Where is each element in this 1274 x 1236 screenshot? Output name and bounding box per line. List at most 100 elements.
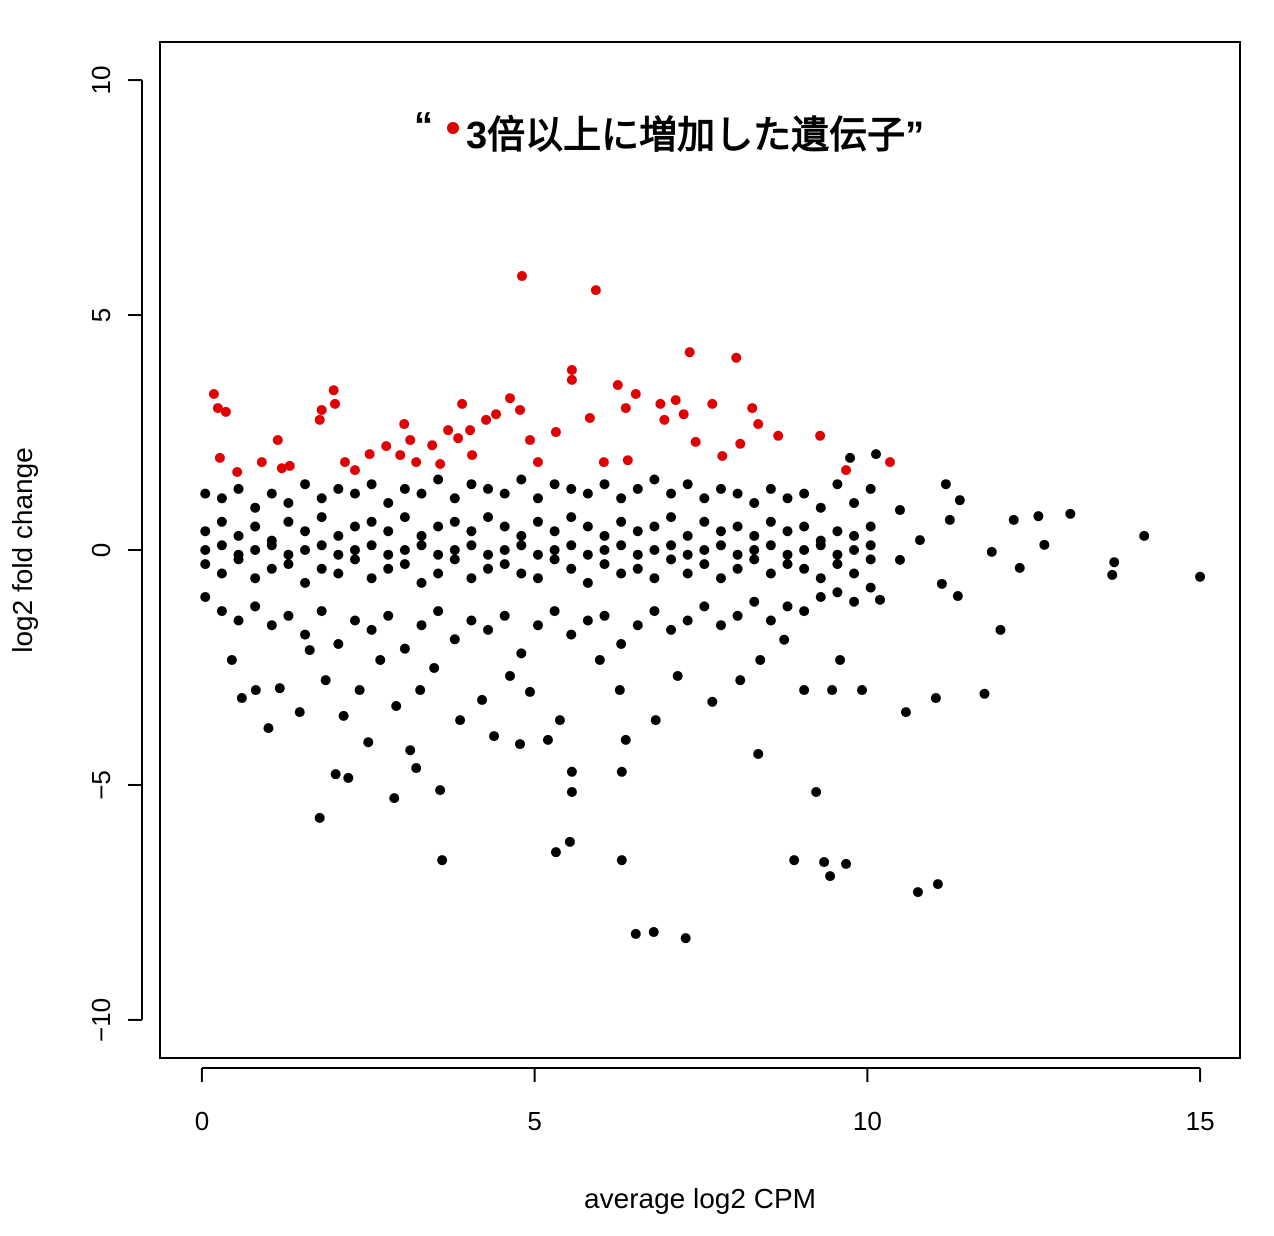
data-point [832, 526, 843, 537]
data-point [200, 488, 211, 499]
data-point [632, 563, 643, 574]
data-point [349, 545, 360, 555]
data-point [549, 526, 560, 537]
data-point [499, 488, 510, 499]
data-point [815, 430, 826, 441]
data-point [333, 638, 344, 649]
x-tick-label: 5 [527, 1106, 541, 1136]
x-tick-label: 10 [853, 1106, 882, 1136]
data-point [582, 549, 593, 560]
data-point [666, 624, 677, 635]
data-point [598, 457, 609, 468]
data-point [849, 568, 860, 579]
data-point [936, 578, 947, 589]
data-point [405, 745, 416, 756]
data-point [765, 615, 776, 626]
data-point [516, 530, 527, 541]
data-point [799, 521, 810, 532]
x-tick-label: 15 [1186, 1106, 1215, 1136]
data-point [1065, 508, 1076, 519]
data-point [649, 573, 660, 584]
data-point [1039, 539, 1050, 550]
data-point [815, 502, 826, 513]
data-point [524, 686, 535, 697]
data-point [832, 479, 843, 490]
data-point [505, 393, 516, 404]
data-point [894, 554, 905, 565]
data-point [1014, 562, 1025, 573]
data-point [433, 521, 444, 532]
data-point [755, 654, 766, 665]
data-point [515, 404, 525, 415]
data-point [799, 606, 810, 617]
data-point [765, 568, 776, 579]
data-point [865, 483, 876, 494]
y-tick-label: −10 [86, 998, 116, 1042]
data-point [399, 483, 410, 494]
data-point [333, 549, 344, 560]
data-point [233, 483, 244, 494]
data-point [582, 521, 593, 532]
data-point [483, 624, 494, 635]
data-point [894, 505, 905, 516]
data-point [659, 414, 670, 425]
data-point [765, 516, 776, 527]
data-point [216, 606, 227, 617]
data-point [443, 425, 454, 436]
data-point [670, 395, 681, 406]
data-point [554, 715, 565, 726]
data-point [214, 452, 225, 463]
data-point [483, 512, 494, 523]
data-point [749, 596, 760, 607]
data-point [735, 438, 746, 449]
data-point [532, 549, 543, 560]
data-point [532, 516, 543, 527]
data-point [366, 624, 377, 635]
data-point [616, 855, 627, 866]
data-point [466, 526, 477, 537]
data-point [263, 723, 274, 734]
data-point [316, 404, 327, 415]
data-point [466, 540, 477, 551]
y-tick-label: −5 [86, 770, 116, 800]
data-point [532, 620, 543, 631]
data-point [338, 710, 349, 721]
data-point [566, 540, 577, 551]
data-point [832, 559, 843, 570]
data-point [747, 403, 758, 414]
annotation-dot [447, 122, 459, 134]
data-point [449, 634, 460, 645]
data-point [832, 587, 843, 598]
data-point [599, 559, 610, 570]
data-point [900, 707, 911, 718]
data-point [753, 419, 764, 430]
data-point [314, 414, 325, 425]
data-point [354, 685, 365, 696]
data-point [649, 606, 660, 617]
data-point [300, 526, 311, 537]
data-point [399, 419, 410, 430]
data-point [749, 530, 760, 541]
data-point [364, 449, 375, 460]
data-point [294, 707, 305, 718]
data-point [815, 591, 826, 602]
data-point [584, 412, 595, 423]
data-point [349, 465, 360, 476]
data-point [799, 545, 810, 555]
data-point [717, 451, 728, 462]
data-point [666, 512, 677, 523]
data-point [811, 787, 822, 798]
data-point [256, 457, 267, 468]
data-point [616, 766, 627, 777]
data-point [620, 734, 631, 745]
data-point [682, 530, 693, 541]
data-point [944, 514, 955, 525]
points [200, 271, 1206, 944]
data-point [616, 568, 627, 579]
data-point [590, 285, 601, 296]
data-point [220, 406, 231, 417]
data-point [542, 734, 553, 745]
data-point [666, 488, 677, 499]
data-point [416, 488, 427, 499]
